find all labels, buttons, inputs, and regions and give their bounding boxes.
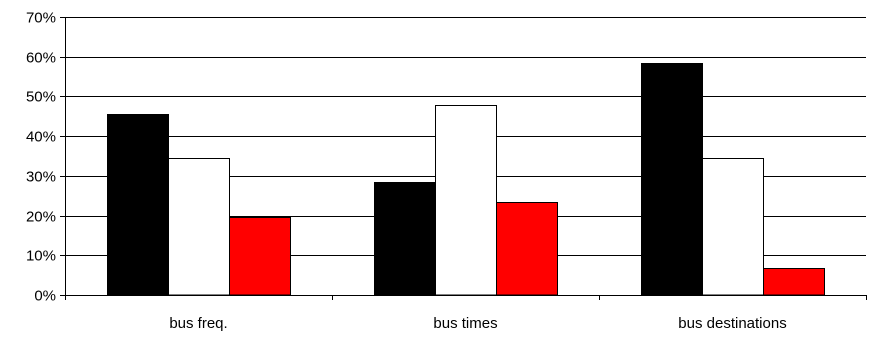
bar [763,268,825,296]
bar [229,217,291,296]
y-tick-label: 0% [34,288,56,305]
y-tick-label: 10% [26,248,56,265]
bar [435,105,497,296]
y-tick-label: 70% [26,10,56,27]
y-tick-label: 30% [26,169,56,186]
bar [641,63,703,296]
bar [107,114,169,296]
bar [496,202,558,296]
y-tick-label: 20% [26,209,56,226]
x-tick-label: bus freq. [169,315,227,332]
x-tick-label: bus times [433,315,497,332]
y-tick-label: 40% [26,129,56,146]
tick-labels: 0% 10% 20% 30% 40% 50% 60% 70% bus freq. bus time… [26,10,787,333]
y-tick-label: 50% [26,89,56,106]
axes [60,17,867,300]
x-tick-label: bus destinations [678,315,786,332]
bar [702,158,764,296]
bar [168,158,230,296]
y-tick-label: 60% [26,50,56,67]
bars [107,63,825,296]
bar [374,182,436,296]
